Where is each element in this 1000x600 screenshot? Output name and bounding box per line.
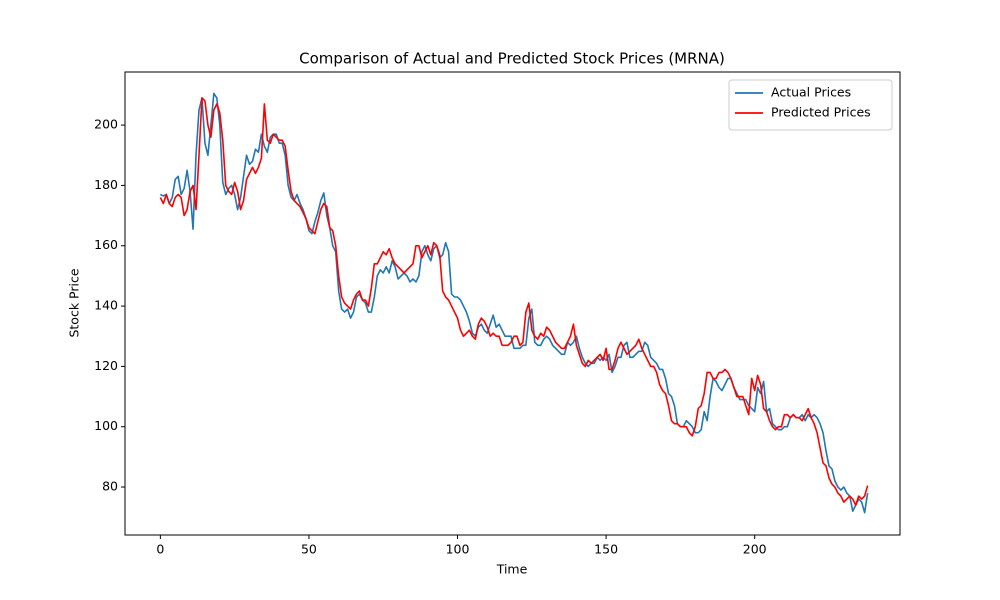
series-line — [159, 97, 869, 506]
x-axis-label: Time — [496, 562, 528, 577]
x-tick-label: 0 — [156, 542, 164, 557]
y-tick-label: 140 — [94, 298, 118, 313]
y-tick-label: 100 — [94, 418, 118, 433]
y-tick-label: 160 — [94, 237, 118, 252]
y-tick-label: 180 — [94, 177, 118, 192]
y-tick-label: 120 — [94, 358, 118, 373]
y-axis-label: Stock Price — [67, 268, 82, 337]
x-tick-label: 200 — [743, 542, 767, 557]
x-tick-label: 100 — [446, 542, 470, 557]
chart-title: Comparison of Actual and Predicted Stock… — [299, 50, 725, 68]
y-tick-label: 80 — [102, 479, 118, 494]
legend-label: Predicted Prices — [771, 105, 871, 120]
plot-frame — [124, 71, 901, 536]
y-tick-label: 200 — [94, 117, 118, 132]
x-tick-label: 50 — [301, 542, 317, 557]
legend-box — [728, 79, 893, 131]
legend-label: Actual Prices — [771, 85, 851, 100]
x-tick-label: 150 — [594, 542, 618, 557]
